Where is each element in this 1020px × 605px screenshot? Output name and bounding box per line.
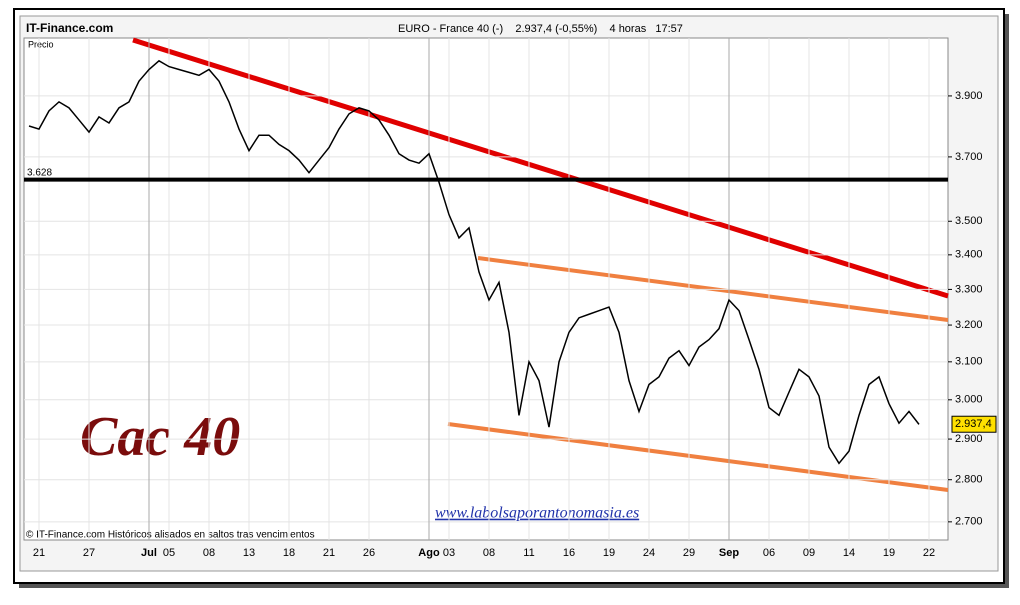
x-tick-label: 22 xyxy=(923,547,935,559)
last-value-label: 2.937,4 xyxy=(955,418,992,430)
x-tick-label: 21 xyxy=(323,547,335,559)
y-tick-label: 2.800 xyxy=(955,474,983,486)
y-tick-label: 3.400 xyxy=(955,249,983,261)
y-tick-label: 3.100 xyxy=(955,356,983,368)
y-tick-label: 2.900 xyxy=(955,433,983,445)
x-tick-label: 11 xyxy=(523,547,534,559)
x-tick-label: 08 xyxy=(203,547,215,559)
footer: © IT-Finance.com Históricos alisados en … xyxy=(26,530,315,541)
x-tick-label: 05 xyxy=(163,547,175,559)
y-tick-label: 2.700 xyxy=(955,516,983,528)
url[interactable]: www.labolsaporantonomasia.es xyxy=(435,505,639,522)
y-tick-label: 3.900 xyxy=(955,90,983,102)
x-tick-label: 18 xyxy=(283,547,295,559)
channel-lower xyxy=(447,422,949,492)
resistance-trendline xyxy=(132,37,949,299)
x-tick-label: 16 xyxy=(563,547,575,559)
x-tick-label: Sep xyxy=(719,547,739,559)
x-tick-label: 13 xyxy=(243,547,255,559)
price-line xyxy=(28,59,920,465)
x-tick-label: 06 xyxy=(763,547,775,559)
y-tick-label: 3.500 xyxy=(955,215,983,227)
x-tick-label: Jul xyxy=(141,547,157,559)
x-tick-label: 03 xyxy=(443,547,455,559)
x-tick-label: 21 xyxy=(33,547,45,559)
x-tick-label: 14 xyxy=(843,547,855,559)
y-tick-label: 3.000 xyxy=(955,394,983,406)
x-tick-label: 19 xyxy=(603,547,615,559)
x-tick-label: 29 xyxy=(683,547,695,559)
chart-title: EURO - France 40 (-) 2.937,4 (-0,55%) 4 … xyxy=(398,23,683,35)
support-label: 3.628 xyxy=(27,167,52,178)
last-value-box xyxy=(951,415,997,433)
x-tick-label: 26 xyxy=(363,547,375,559)
y-tick-label: 3.300 xyxy=(955,283,983,295)
y-tick-label: 3.700 xyxy=(955,151,983,163)
y-label: Precio xyxy=(28,39,54,49)
watermark: Cac 40 xyxy=(80,406,240,468)
x-tick-label: 09 xyxy=(803,547,815,559)
y-tick-label: 3.200 xyxy=(955,319,983,331)
x-tick-label: Ago xyxy=(418,547,440,559)
x-tick-label: 27 xyxy=(83,547,95,559)
x-tick-label: 19 xyxy=(883,547,895,559)
x-tick-label: 08 xyxy=(483,547,495,559)
x-tick-label: 24 xyxy=(643,547,655,559)
site-name: IT-Finance.com xyxy=(26,21,113,35)
